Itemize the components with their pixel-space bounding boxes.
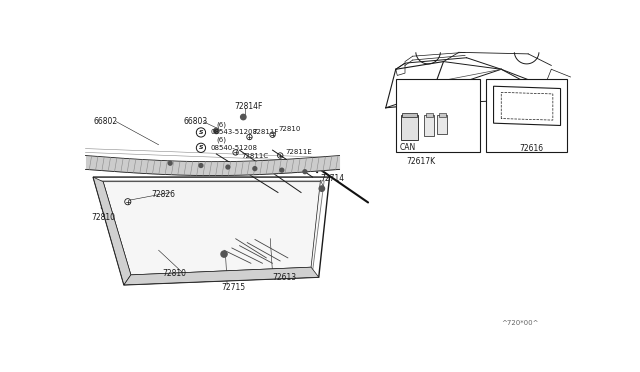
Text: 08543-51208: 08543-51208 xyxy=(211,129,258,135)
Circle shape xyxy=(199,164,203,167)
Circle shape xyxy=(226,165,230,169)
Text: 72714: 72714 xyxy=(320,174,344,183)
Circle shape xyxy=(280,168,284,172)
Text: 72811E: 72811E xyxy=(285,150,312,155)
Bar xyxy=(486,79,566,153)
Text: 72810: 72810 xyxy=(278,126,300,132)
Text: 66802: 66802 xyxy=(93,117,117,126)
Circle shape xyxy=(221,251,227,257)
Circle shape xyxy=(303,170,307,174)
Polygon shape xyxy=(99,181,324,279)
Text: 72810: 72810 xyxy=(91,213,115,222)
Text: 72613: 72613 xyxy=(273,273,297,282)
Text: 72810: 72810 xyxy=(163,269,186,278)
Text: CAN: CAN xyxy=(399,143,416,152)
Text: 72826: 72826 xyxy=(151,189,175,199)
Text: 72814F: 72814F xyxy=(234,102,262,111)
Text: 08540-51208: 08540-51208 xyxy=(211,145,258,151)
Bar xyxy=(401,115,418,140)
Bar xyxy=(437,115,447,134)
Bar xyxy=(396,79,481,153)
Circle shape xyxy=(319,186,324,191)
Text: ^720*00^: ^720*00^ xyxy=(502,320,540,326)
Text: (6): (6) xyxy=(216,137,227,143)
Circle shape xyxy=(241,114,246,120)
Text: 72811C: 72811C xyxy=(242,153,269,158)
Text: S: S xyxy=(198,145,204,150)
Bar xyxy=(439,113,446,117)
Text: 66803: 66803 xyxy=(183,117,207,126)
Text: 72715: 72715 xyxy=(221,283,246,292)
Text: 72617K: 72617K xyxy=(406,157,436,166)
Text: 72616: 72616 xyxy=(519,144,543,153)
Text: S: S xyxy=(198,130,204,135)
Circle shape xyxy=(168,161,172,165)
Text: 72811F: 72811F xyxy=(253,129,279,135)
Circle shape xyxy=(214,128,219,134)
Bar xyxy=(424,115,435,135)
Polygon shape xyxy=(93,177,131,285)
Bar xyxy=(426,113,433,117)
Text: (6): (6) xyxy=(216,122,227,128)
Polygon shape xyxy=(124,267,319,285)
Bar xyxy=(402,113,417,117)
Circle shape xyxy=(253,167,257,170)
